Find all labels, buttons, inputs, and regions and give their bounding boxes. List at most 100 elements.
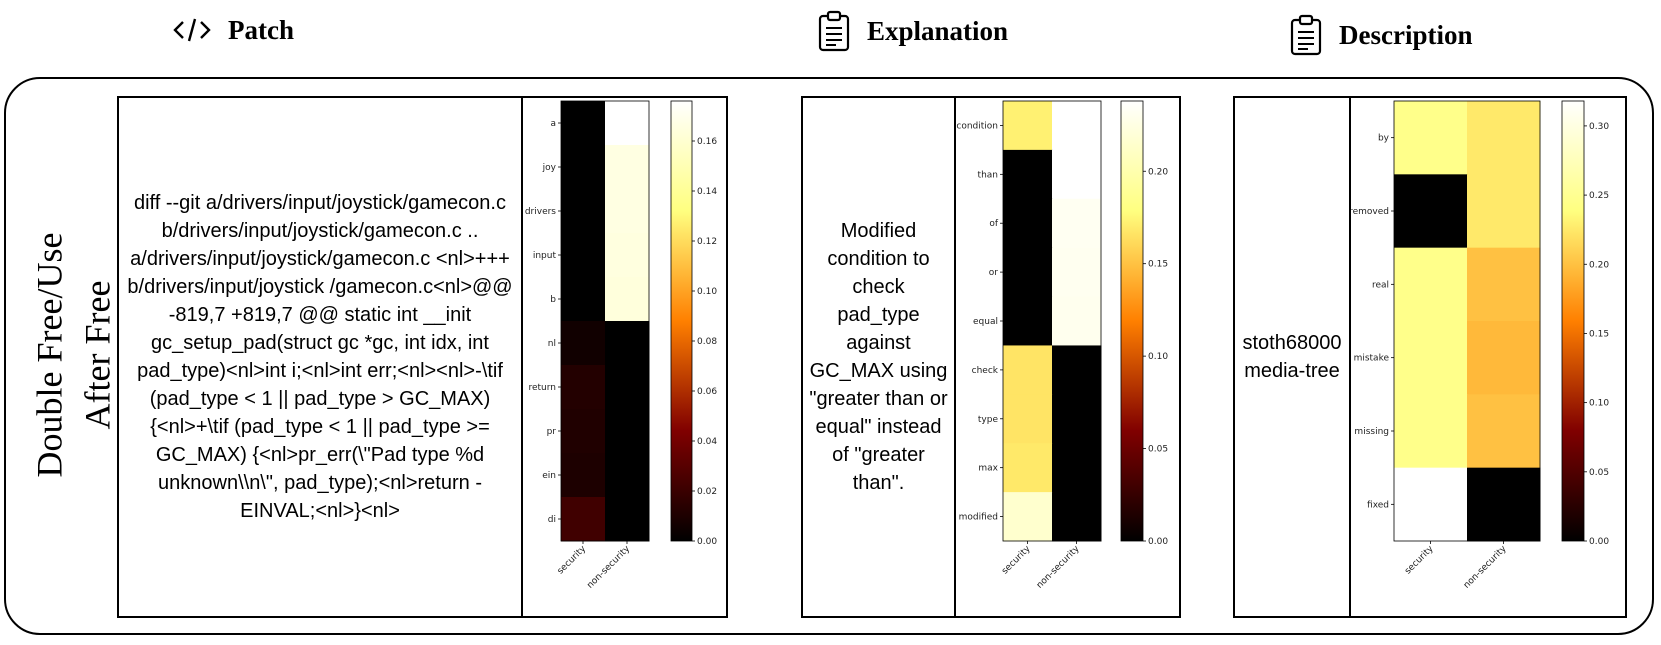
- explanation-header-title: Explanation: [867, 15, 1009, 46]
- colorbar-tick-label: 0.08: [697, 337, 717, 347]
- row-label-a: a: [550, 119, 556, 129]
- heatmap-cell-or-security: [1003, 247, 1053, 298]
- colorbar-tick-label: 0.10: [697, 287, 717, 297]
- colorbar-tick-label: 0.00: [1589, 537, 1609, 547]
- heatmap-cell-ein-security: [561, 453, 606, 498]
- patch-heatmap-panel: a joy drivers input b nl return pr ein di security…: [521, 96, 728, 618]
- clipboard-icon: [1290, 14, 1322, 56]
- category-label-line-1: Double Free/Use: [29, 232, 69, 478]
- row-label-input: input: [533, 251, 557, 261]
- colorbar: [670, 100, 693, 542]
- explanation-heatmap-panel: condition than of or equal check type max modifi…: [954, 96, 1181, 618]
- explanation-heatmap: condition than of or equal check type max modifi…: [956, 100, 1168, 591]
- colorbar-tick-label: 0.30: [1589, 122, 1609, 132]
- heatmap-cell-a-non-security: [605, 101, 650, 146]
- heatmap-cell-nl-security: [561, 321, 606, 366]
- row-label-mistake: mistake: [1354, 354, 1390, 364]
- heatmap-cell-or-non-security: [1052, 247, 1102, 298]
- row-label-di: di: [548, 515, 556, 525]
- heatmap-cell-b-non-security: [605, 277, 650, 322]
- heatmap-cell-input-security: [561, 233, 606, 278]
- colorbar-tick-label: 0.20: [1148, 167, 1168, 177]
- heatmap-cell-pr-security: [561, 409, 606, 454]
- column-label-non-security: non-security: [585, 544, 632, 591]
- description-header-title: Description: [1339, 19, 1473, 50]
- row-label-drivers: drivers: [525, 207, 556, 217]
- heatmap-cell-drivers-security: [561, 189, 606, 234]
- heatmap-cell-check-non-security: [1052, 345, 1102, 395]
- heatmap-cell-condition-security: [1003, 101, 1053, 151]
- heatmap-cell-equal-security: [1003, 296, 1053, 346]
- patch-heatmap: a joy drivers input b nl return pr ein di security…: [525, 100, 717, 591]
- heatmap-cell-type-non-security: [1052, 394, 1102, 444]
- colorbar-tick-label: 0.15: [1589, 329, 1609, 339]
- heatmap-cell-type-security: [1003, 394, 1053, 444]
- category-label-line-2: After Free: [77, 280, 117, 430]
- row-label-modified: modified: [959, 513, 998, 523]
- heatmap-cell-removed-non-security: [1467, 174, 1541, 249]
- colorbar-tick-label: 0.00: [1148, 537, 1168, 547]
- colorbar-tick-label: 0.04: [697, 437, 717, 447]
- heatmap-cell-condition-non-security: [1052, 101, 1102, 151]
- row-label-joy: joy: [542, 163, 557, 173]
- row-label-b: b: [550, 295, 556, 305]
- heatmap-cell-of-non-security: [1052, 198, 1102, 249]
- row-label-ein: ein: [542, 471, 556, 481]
- heatmap-cell-a-security: [561, 101, 606, 146]
- heatmap-cell-mistake-non-security: [1467, 321, 1541, 395]
- heatmap-cell-pr-non-security: [605, 409, 650, 454]
- column-label-security: security: [1403, 544, 1436, 577]
- heatmap-cell-of-security: [1003, 198, 1053, 249]
- row-label-pr: pr: [547, 427, 557, 437]
- heatmap-cell-mistake-security: [1394, 321, 1468, 395]
- colorbar-tick-label: 0.10: [1148, 352, 1168, 362]
- row-label-removed: removed: [1351, 207, 1389, 217]
- explanation-header: Explanation: [817, 10, 1008, 52]
- row-label-than: than: [978, 170, 998, 180]
- heatmap-cell-by-security: [1394, 101, 1468, 175]
- row-label-nl: nl: [548, 339, 556, 349]
- colorbar-tick-label: 0.14: [697, 187, 717, 197]
- explanation-textbox: Modified condition to check pad_type aga…: [801, 96, 956, 618]
- colorbar: [1561, 100, 1585, 542]
- description-textbox: stoth68000 media-tree: [1233, 96, 1351, 618]
- colorbar: [1120, 100, 1144, 542]
- description-text: stoth68000 media-tree: [1242, 332, 1342, 382]
- heatmap-cell-di-security: [561, 497, 606, 542]
- colorbar-tick-label: 0.12: [697, 237, 717, 247]
- row-label-type: type: [978, 415, 999, 425]
- description-heatmap: by removed real mistake missing fixed security…: [1351, 100, 1609, 591]
- row-label-by: by: [1378, 134, 1390, 144]
- colorbar-tick-label: 0.05: [1589, 468, 1609, 478]
- heatmap-frame: [1393, 100, 1541, 542]
- patch-header: Patch: [172, 14, 294, 46]
- patch-textbox: diff --git a/drivers/input/joystick/game…: [117, 96, 523, 618]
- heatmap-cell-max-non-security: [1052, 443, 1102, 493]
- heatmap-cell-than-security: [1003, 149, 1053, 200]
- patch-text: diff --git a/drivers/input/joystick/game…: [127, 192, 513, 522]
- heatmap-cell-fixed-security: [1394, 467, 1468, 542]
- heatmap-cell-return-security: [561, 365, 606, 410]
- heatmap-cell-nl-non-security: [605, 321, 650, 366]
- column-label-security: security: [1000, 544, 1033, 577]
- heatmap-cell-input-non-security: [605, 233, 650, 278]
- colorbar-tick-label: 0.00: [697, 537, 717, 547]
- colorbar-tick-label: 0.25: [1589, 191, 1609, 201]
- heatmap-cell-fixed-non-security: [1467, 467, 1541, 542]
- description-header: Description: [1289, 14, 1472, 56]
- row-label-fixed: fixed: [1367, 500, 1389, 510]
- heatmap-cell-real-non-security: [1467, 247, 1541, 322]
- patch-header-title: Patch: [228, 14, 294, 45]
- heatmap-cell-max-security: [1003, 443, 1053, 493]
- heatmap-cell-b-security: [561, 277, 606, 322]
- heatmap-cell-modified-non-security: [1052, 492, 1102, 542]
- heatmap-cell-than-non-security: [1052, 149, 1102, 200]
- colorbar-tick-label: 0.20: [1589, 260, 1609, 270]
- code-icon: [173, 18, 211, 42]
- row-label-equal: equal: [973, 317, 998, 327]
- example-frame: [4, 77, 1654, 635]
- heatmap-frame: [560, 100, 650, 542]
- colorbar-tick-label: 0.06: [697, 387, 717, 397]
- column-label-security: security: [556, 544, 589, 577]
- heatmap-cell-ein-non-security: [605, 453, 650, 498]
